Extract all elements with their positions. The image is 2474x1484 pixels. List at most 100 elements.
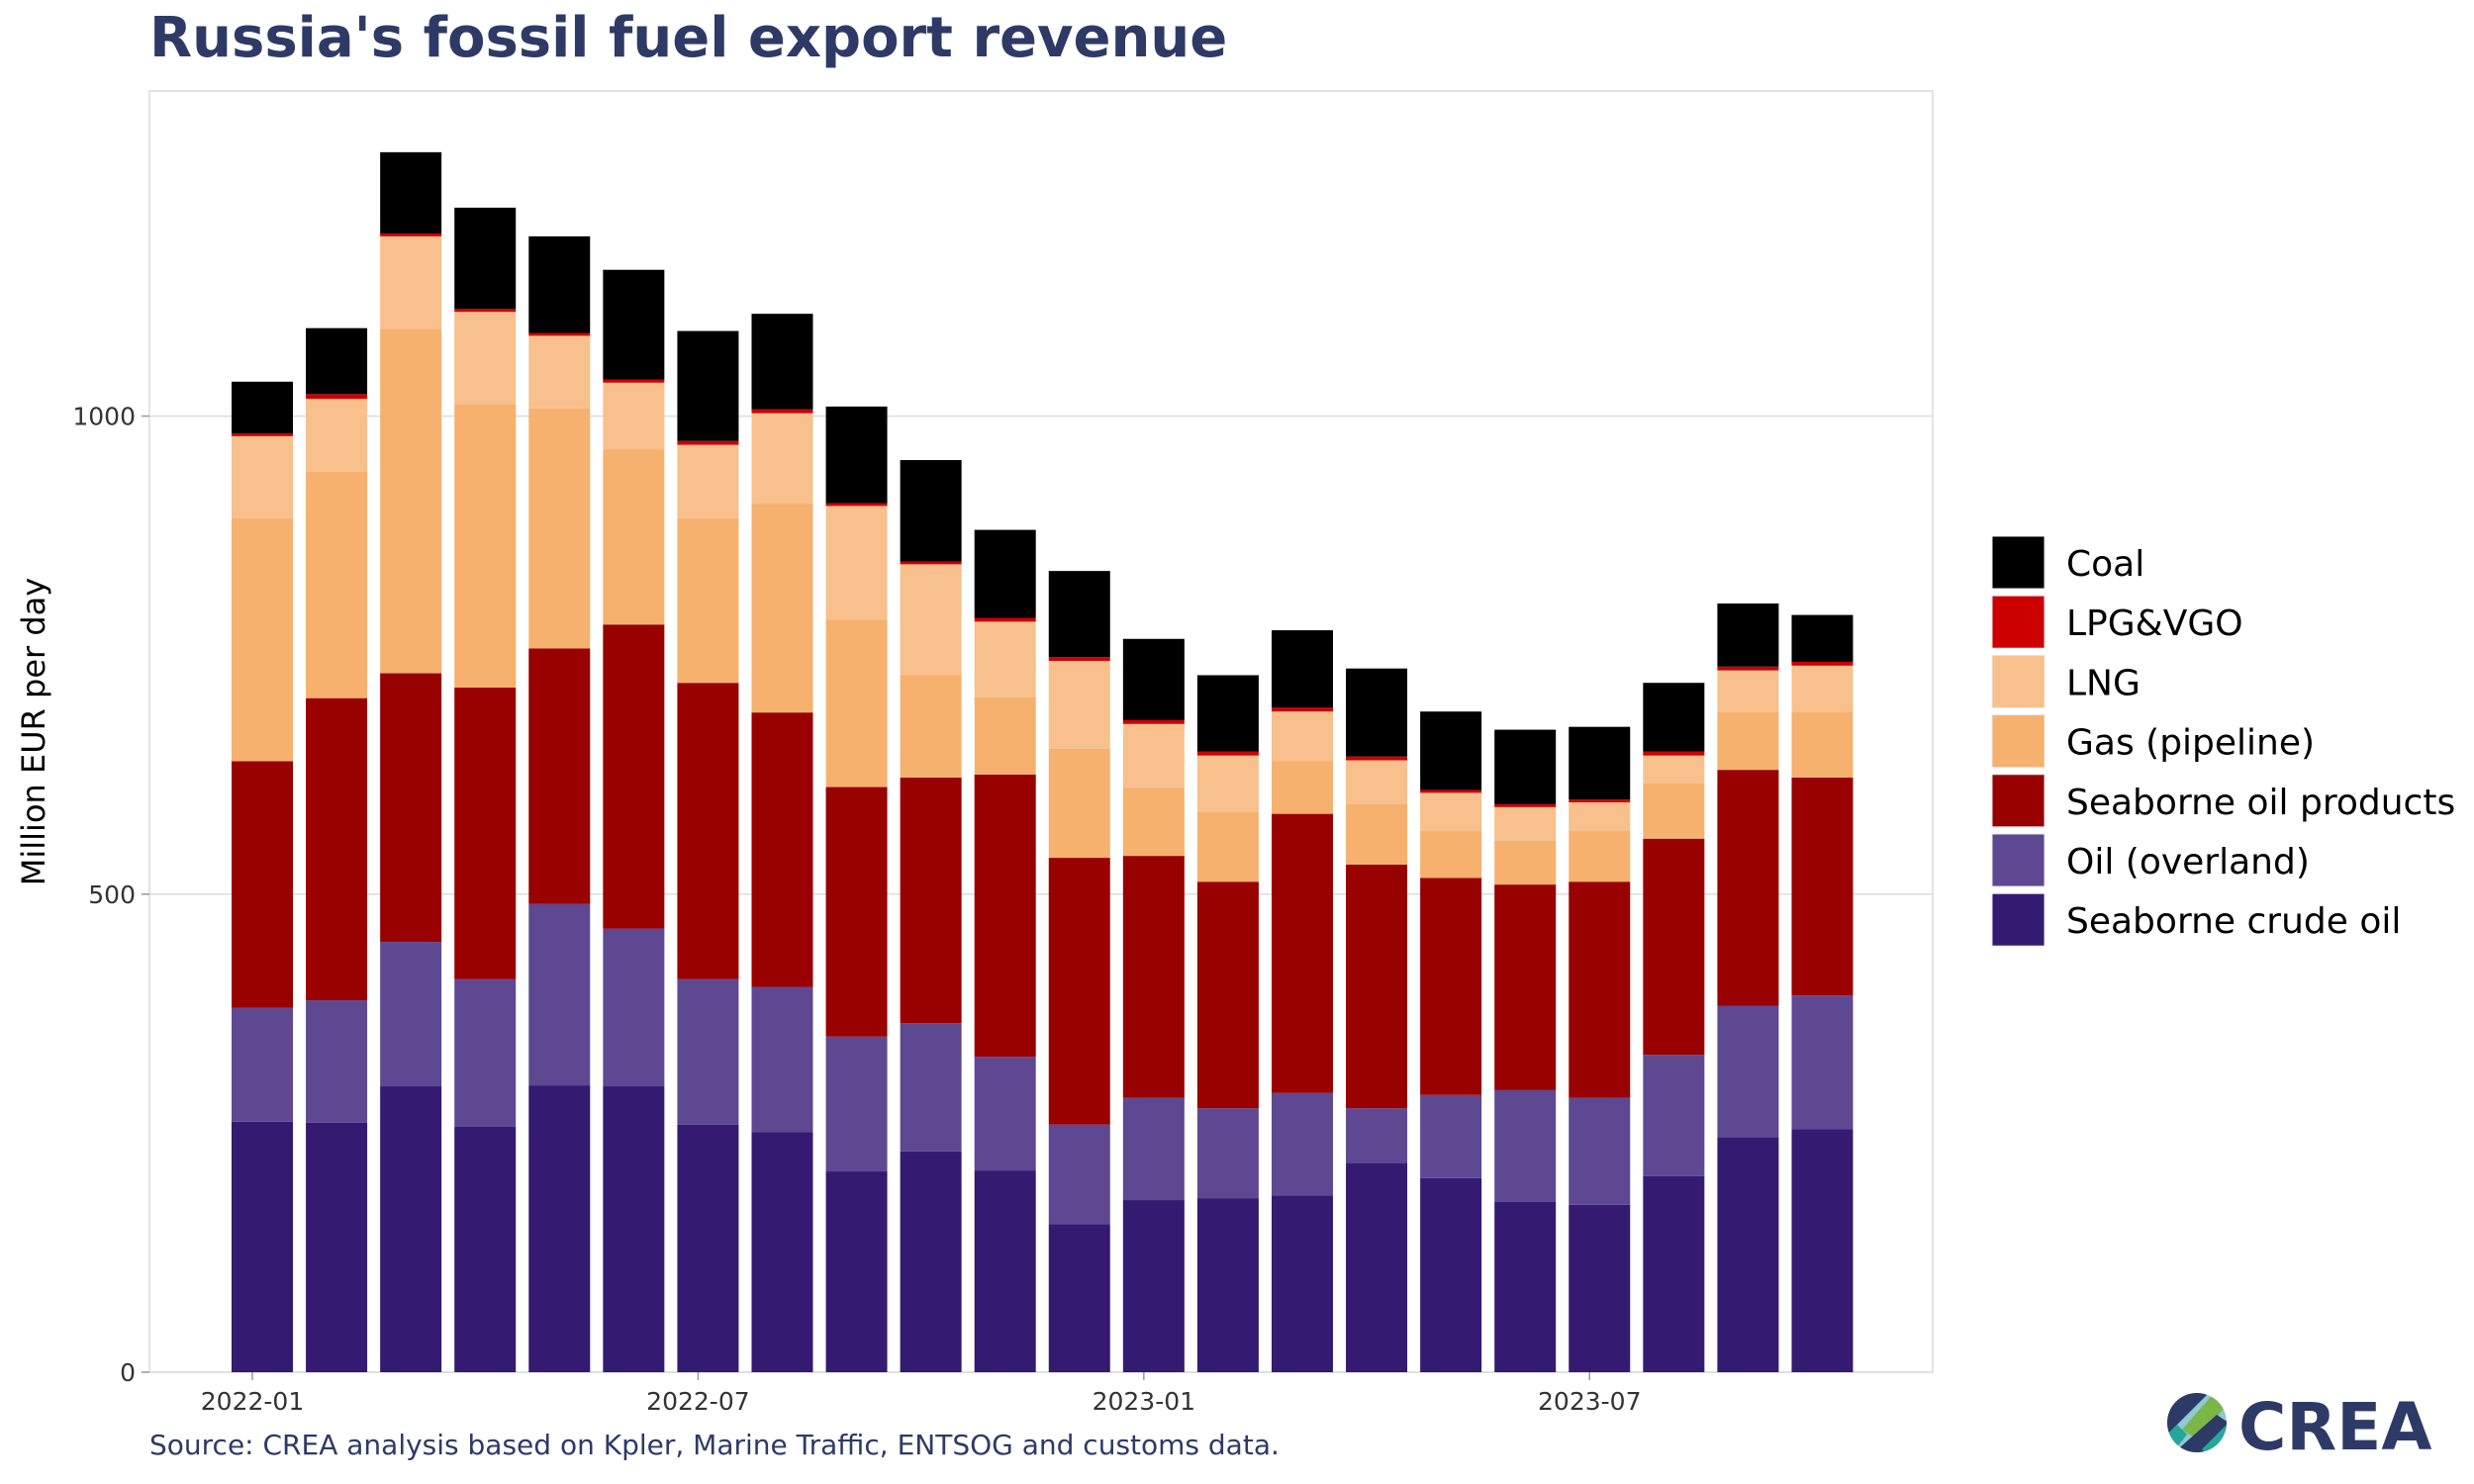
bar-segment-coal (380, 151, 442, 233)
crea-logo-mark (2167, 1393, 2227, 1452)
legend-label: Seaborne crude oil (2066, 901, 2401, 942)
bar-segment-seaborne-crude-oil (603, 1086, 665, 1372)
bar-segment-coal (528, 235, 591, 333)
bar-segment-seaborne-oil-products (1196, 881, 1259, 1109)
y-tick-label: 1000 (72, 403, 136, 431)
bar-segment-lpg-vgo (1122, 719, 1185, 724)
bar-segment-seaborne-crude-oil (1643, 1175, 1705, 1372)
bar-segment-coal (1420, 711, 1482, 790)
bar-segment-lpg-vgo (900, 561, 962, 565)
bar-segment-seaborne-crude-oil (1717, 1137, 1779, 1372)
crea-logo-text: CREA (2238, 1389, 2431, 1464)
bar-segment-lng (1420, 792, 1482, 832)
bar-segment-lng (677, 444, 739, 518)
bar-segment-seaborne-crude-oil (825, 1171, 888, 1372)
bar-segment-coal (1643, 683, 1705, 752)
bar-segment-seaborne-crude-oil (306, 1122, 368, 1372)
bar-segment-coal (1494, 729, 1557, 804)
bar-segment-gas-pipeline- (677, 517, 739, 684)
crea-logo: CREA (2167, 1389, 2431, 1464)
bar-segment-lng (1196, 755, 1259, 812)
bar-segment-lpg-vgo (380, 232, 442, 236)
bar-segment-coal (1717, 603, 1779, 667)
bar-segment-lpg-vgo (974, 617, 1036, 622)
plot-panel (148, 90, 1934, 1373)
bar-segment-seaborne-crude-oil (528, 1085, 591, 1372)
bar-segment-lng (1494, 806, 1557, 841)
legend-swatch (1991, 535, 2046, 590)
y-axis-label: Million EUR per day (15, 578, 52, 885)
bar-segment-seaborne-oil-products (751, 712, 813, 987)
legend-swatch (1991, 833, 2046, 887)
bar-segment-seaborne-crude-oil (1122, 1200, 1185, 1372)
bar-segment-seaborne-crude-oil (232, 1121, 293, 1372)
bar-segment-seaborne-oil-products (603, 624, 665, 929)
bar-segment-seaborne-crude-oil (900, 1151, 962, 1372)
bar-segment-coal (751, 314, 813, 410)
bar-segment-seaborne-crude-oil (974, 1170, 1036, 1372)
bar-segment-seaborne-oil-products (1271, 813, 1333, 1093)
bar-segment-lpg-vgo (1717, 666, 1779, 671)
bar-segment-gas-pipeline- (1122, 788, 1185, 857)
legend-label: LPG&VGO (2066, 603, 2243, 644)
bar-segment-lng (603, 382, 665, 450)
bar-segment-seaborne-oil-products (1494, 884, 1557, 1090)
bar-segment-oil-overland- (1791, 995, 1854, 1130)
bar-segment-coal (306, 327, 368, 395)
bar-segment-coal (603, 269, 665, 380)
bar-segment-oil-overland- (1569, 1097, 1631, 1205)
bar-segment-lng (974, 621, 1036, 697)
bar-segment-oil-overland- (677, 978, 739, 1125)
bar-segment-coal (1346, 668, 1408, 757)
bar-segment-oil-overland- (825, 1036, 888, 1172)
bar-segment-oil-overland- (1643, 1055, 1705, 1176)
bar-segment-seaborne-crude-oil (1048, 1224, 1110, 1372)
bar-segment-oil-overland- (1420, 1094, 1482, 1178)
bar-segment-coal (974, 529, 1036, 618)
bar-segment-lpg-vgo (825, 503, 888, 507)
bar-segment-seaborne-crude-oil (751, 1132, 813, 1372)
x-tick-label: 2022-01 (201, 1387, 304, 1416)
bar-segment-oil-overland- (1717, 1005, 1779, 1138)
bar-segment-oil-overland- (1271, 1092, 1333, 1196)
bar-segment-lng (380, 235, 442, 329)
bar-segment-gas-pipeline- (751, 504, 813, 713)
bar-segment-coal (1196, 675, 1259, 752)
bar-segment-seaborne-oil-products (380, 673, 442, 943)
source-note: Source: CREA analysis based on Kpler, Ma… (149, 1429, 1280, 1461)
x-tick-label: 2023-01 (1093, 1387, 1195, 1416)
bar-segment-seaborne-oil-products (1643, 838, 1705, 1056)
legend-swatch (1991, 714, 2046, 769)
bar-segment-lng (1122, 723, 1185, 788)
bar-segment-gas-pipeline- (1346, 803, 1408, 865)
bar-segment-gas-pipeline- (1643, 783, 1705, 839)
bar-segment-coal (1791, 614, 1854, 662)
bar-segment-seaborne-crude-oil (1791, 1129, 1854, 1372)
bar-segment-gas-pipeline- (528, 408, 591, 649)
bar-segment-seaborne-oil-products (528, 648, 591, 904)
bar-segment-lpg-vgo (1569, 799, 1631, 803)
bar-segment-seaborne-oil-products (900, 777, 962, 1024)
legend-label: LNG (2066, 663, 2141, 703)
bar-segment-gas-pipeline- (1420, 831, 1482, 879)
bar-segment-lpg-vgo (1791, 661, 1854, 666)
bar-segment-coal (1569, 726, 1631, 800)
bar-segment-oil-overland- (1494, 1089, 1557, 1202)
bar-segment-lpg-vgo (1494, 803, 1557, 807)
bar-segment-lpg-vgo (306, 394, 368, 400)
bar-segment-oil-overland- (1122, 1097, 1185, 1201)
bar-segment-seaborne-oil-products (1791, 777, 1854, 996)
bar-segment-gas-pipeline- (380, 328, 442, 674)
bar-segment-gas-pipeline- (1048, 748, 1110, 859)
bar-segment-seaborne-oil-products (454, 688, 517, 979)
bar-segment-lpg-vgo (232, 432, 293, 436)
bar-segment-coal (1122, 638, 1185, 720)
bar-segment-lng (751, 413, 813, 505)
bar-segment-gas-pipeline- (232, 517, 293, 762)
bar-segment-coal (232, 381, 293, 433)
bar-segment-seaborne-crude-oil (1420, 1177, 1482, 1372)
bar-segment-lpg-vgo (1048, 657, 1110, 661)
bar-segment-gas-pipeline- (454, 404, 517, 689)
bar-segment-lng (825, 506, 888, 620)
